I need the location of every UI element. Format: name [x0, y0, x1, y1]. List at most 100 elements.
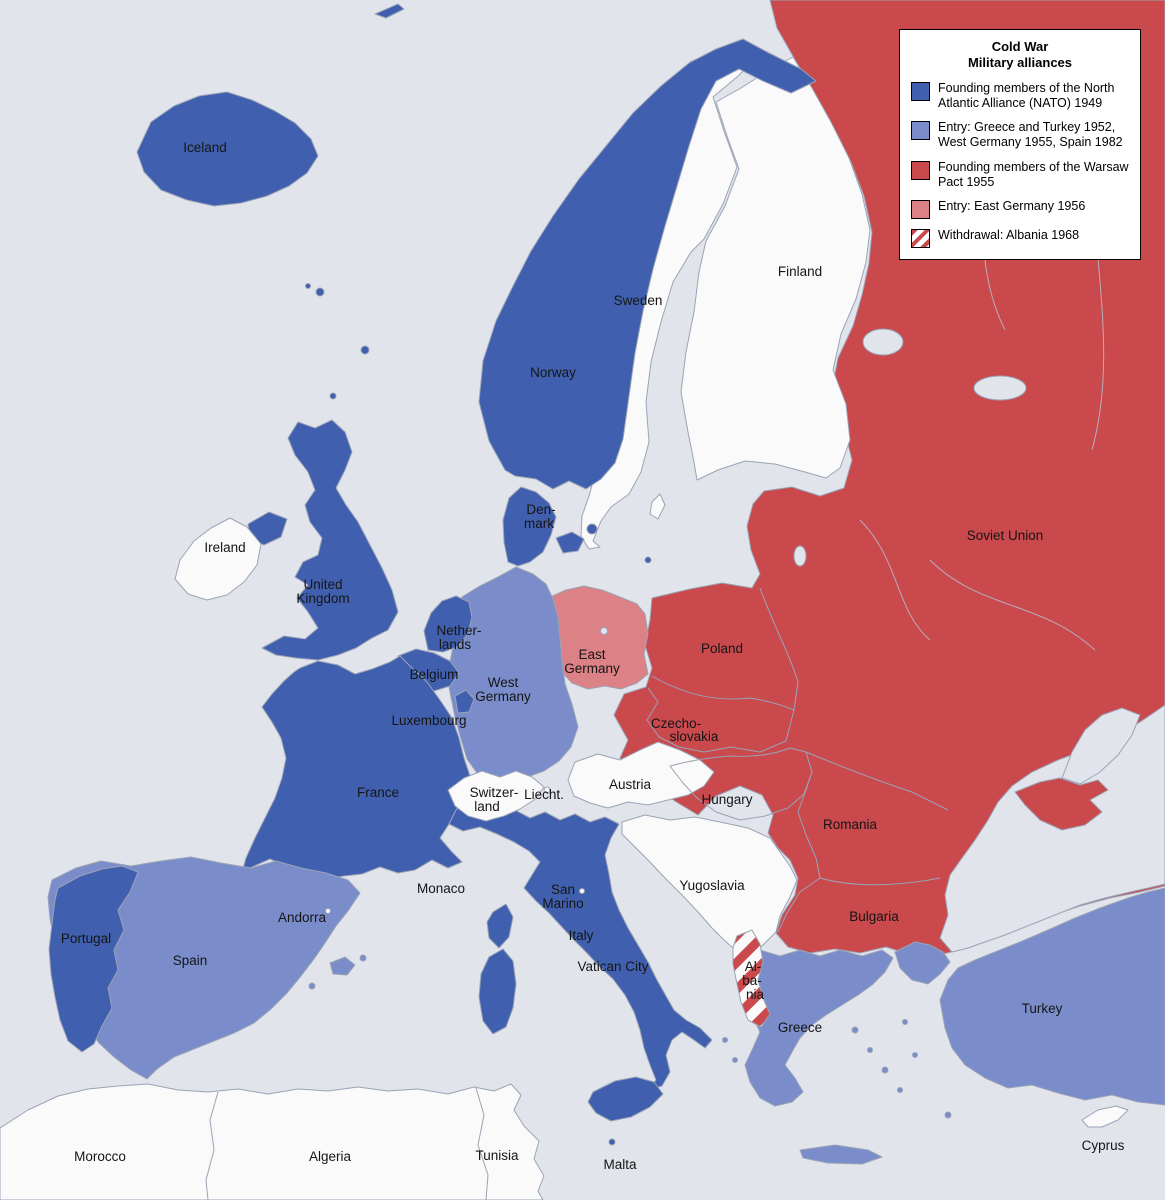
legend-label-warsaw-entry: Entry: East Germany 1956 — [938, 199, 1086, 213]
label-malta: Malta — [603, 1157, 637, 1172]
label-netherlands: lands — [439, 637, 472, 652]
country-cyprus — [1081, 1105, 1129, 1128]
legend-box: Cold War Military alliances Founding mem… — [899, 29, 1141, 260]
legend-swatch-warsaw-founders — [911, 160, 930, 180]
label-austria: Austria — [609, 777, 652, 792]
ionian-island — [732, 1057, 738, 1063]
label-iceland: Iceland — [183, 140, 227, 155]
country-finland — [680, 56, 871, 481]
river — [859, 519, 931, 641]
label-east-germany: East — [578, 647, 605, 662]
border-poland-ussr — [759, 587, 799, 711]
border-morocco-algeria — [205, 1091, 219, 1200]
label-belgium: Belgium — [410, 667, 459, 682]
country-portugal — [48, 865, 139, 1053]
map-labels: Iceland Sweden Finland Norway Soviet Uni… — [61, 140, 1125, 1172]
legend-item-warsaw-entry: Entry: East Germany 1956 — [911, 199, 1129, 219]
label-soviet-union: Soviet Union — [967, 528, 1044, 543]
label-west-germany: West — [488, 675, 519, 690]
ionian-island — [722, 1037, 728, 1043]
country-albania — [732, 929, 771, 1028]
legend-title: Cold War Military alliances — [911, 39, 1129, 72]
label-hungary: Hungary — [701, 792, 752, 807]
label-netherlands: Nether- — [436, 623, 481, 638]
label-united-kingdom: United — [303, 577, 342, 592]
lake — [793, 545, 807, 567]
island-sardinia — [478, 948, 517, 1035]
region-turkish-thrace — [894, 941, 951, 985]
border-hungary — [669, 747, 813, 821]
legend-label-nato-entries: Entry: Greece and Turkey 1952, West Germ… — [938, 120, 1123, 150]
legend-item-albania-withdrawal: Withdrawal: Albania 1968 — [911, 228, 1129, 248]
label-albania: ba- — [742, 973, 762, 988]
island-faroe-2 — [305, 283, 311, 289]
label-ireland: Ireland — [204, 540, 245, 555]
legend-swatch-nato-entries — [911, 121, 930, 140]
border-romania-bulgaria — [819, 877, 941, 886]
legend-label-warsaw-founders: Founding members of the Warsaw Pact 1955 — [938, 159, 1129, 189]
country-yugoslavia — [621, 814, 798, 953]
label-tunisia: Tunisia — [475, 1148, 519, 1163]
aegean-island — [851, 1026, 859, 1034]
legend-label-albania-withdrawal: Withdrawal: Albania 1968 — [938, 228, 1080, 242]
border-algeria-tunisia — [475, 1087, 489, 1200]
country-west-germany — [446, 566, 579, 780]
label-norway: Norway — [530, 365, 576, 380]
label-bulgaria: Bulgaria — [849, 909, 899, 924]
label-poland: Poland — [701, 641, 743, 656]
legend-item-nato-founders: Founding members of the North Atlantic A… — [911, 81, 1129, 112]
border-romania-ussr — [805, 751, 949, 811]
island-ibiza — [308, 982, 316, 990]
country-united-kingdom — [261, 419, 399, 661]
label-czechoslovakia: Czecho- — [651, 716, 701, 731]
label-cyprus: Cyprus — [1082, 1138, 1125, 1153]
aegean-island — [867, 1047, 873, 1053]
aegean-island — [897, 1087, 903, 1093]
legend-swatch-nato-founders — [911, 81, 930, 101]
black-sea — [939, 704, 1165, 953]
country-malta — [608, 1138, 616, 1146]
country-greece — [739, 949, 894, 1107]
crimea — [1014, 777, 1109, 831]
country-ireland — [174, 517, 262, 601]
label-france: France — [357, 785, 399, 800]
island-orkney — [329, 392, 337, 400]
legend-swatch-albania-withdrawal — [911, 229, 930, 248]
label-san-marino: San — [551, 882, 575, 897]
island-faroe — [315, 287, 325, 297]
island-corsica — [486, 903, 514, 949]
legend-swatch-warsaw-entry — [911, 200, 930, 219]
island-gotland — [649, 493, 666, 520]
label-albania: Al- — [745, 959, 762, 974]
label-denmark: Den- — [526, 502, 555, 517]
label-yugoslavia: Yugoslavia — [679, 878, 745, 893]
aegean-island — [912, 1052, 918, 1058]
aegean-island — [881, 1066, 889, 1074]
label-liechtenstein: Liecht. — [524, 787, 564, 802]
island-crete — [799, 1144, 883, 1165]
legend-title-line1: Cold War — [991, 39, 1049, 54]
label-czechoslovakia: slovakia — [670, 729, 719, 744]
island-shetland — [360, 345, 370, 355]
label-algeria: Algeria — [309, 1149, 352, 1164]
label-spain: Spain — [173, 953, 208, 968]
border-czechoslovakia — [646, 687, 795, 753]
country-turkey — [939, 887, 1165, 1106]
country-liechtenstein — [543, 786, 551, 794]
country-italy — [448, 795, 713, 1091]
border-romania-west — [797, 771, 821, 879]
legend-item-nato-entries: Entry: Greece and Turkey 1952, West Germ… — [911, 120, 1129, 151]
country-norway — [478, 38, 817, 490]
label-portugal: Portugal — [61, 931, 111, 946]
island-mallorca — [329, 956, 356, 976]
label-luxembourg: Luxembourg — [391, 713, 466, 728]
label-italy: Italy — [569, 928, 594, 943]
legend-item-warsaw-founders: Founding members of the Warsaw Pact 1955 — [911, 160, 1129, 191]
label-monaco: Monaco — [417, 881, 465, 896]
label-vatican-city: Vatican City — [577, 959, 648, 974]
island-sicily — [587, 1076, 664, 1122]
country-luxembourg — [454, 689, 475, 714]
country-switzerland — [447, 770, 545, 822]
country-netherlands — [423, 595, 473, 653]
